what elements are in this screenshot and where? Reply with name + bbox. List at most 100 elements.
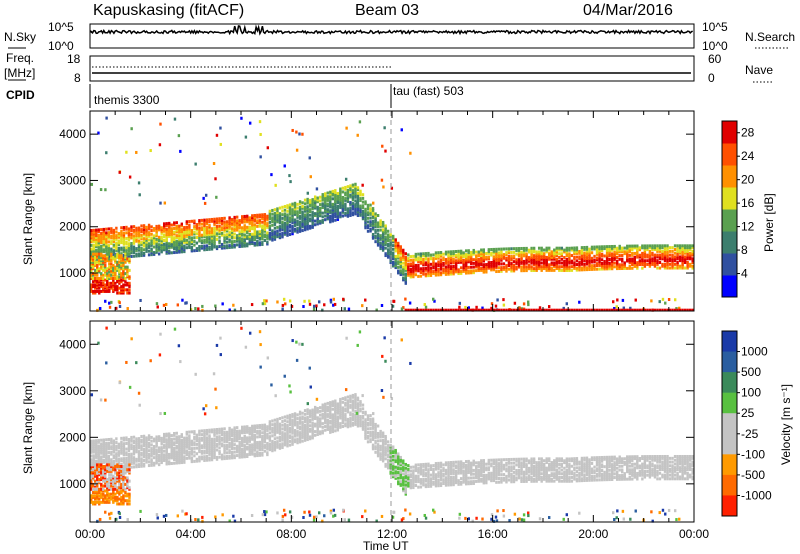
power-cell bbox=[346, 207, 350, 211]
power-cell bbox=[256, 230, 259, 234]
power-cell bbox=[530, 259, 533, 263]
power-cell bbox=[532, 268, 536, 272]
velocity-cell bbox=[145, 451, 148, 455]
velocity-cell bbox=[243, 429, 246, 433]
power-cell bbox=[520, 267, 523, 271]
power-cell bbox=[326, 213, 329, 217]
power-cell bbox=[641, 262, 644, 266]
velocity-cell bbox=[145, 455, 148, 458]
power-cell bbox=[114, 265, 117, 269]
power-cell bbox=[303, 222, 307, 226]
velocity-cell bbox=[258, 431, 262, 435]
velocity-cell bbox=[178, 438, 181, 442]
power-cell bbox=[160, 241, 163, 245]
power-cell bbox=[105, 227, 108, 231]
power-cell bbox=[626, 244, 629, 248]
power-cell bbox=[105, 235, 108, 239]
power-cell bbox=[683, 255, 687, 259]
power-cell bbox=[120, 233, 123, 237]
power-cell bbox=[686, 264, 689, 268]
power-cell bbox=[434, 308, 438, 311]
power-cell bbox=[371, 225, 375, 229]
power-cell bbox=[256, 221, 259, 225]
power-cell bbox=[248, 227, 251, 231]
velocity-cell bbox=[162, 432, 166, 436]
power-cell bbox=[359, 189, 362, 193]
power-cell bbox=[595, 308, 599, 311]
power-cell bbox=[480, 267, 483, 271]
power-cell bbox=[195, 223, 199, 227]
power-cell bbox=[427, 263, 430, 267]
power-cell bbox=[126, 257, 129, 261]
power-cell bbox=[218, 228, 221, 232]
velocity-cell bbox=[135, 459, 138, 463]
power-cell bbox=[306, 225, 309, 229]
velocity-cell bbox=[301, 434, 304, 438]
velocity-cell bbox=[92, 443, 95, 447]
power-cell bbox=[180, 231, 183, 235]
power-cell bbox=[565, 254, 569, 258]
velocity-cell bbox=[258, 424, 262, 428]
velocity-cell bbox=[223, 457, 226, 461]
power-cell bbox=[470, 260, 473, 264]
power-cell bbox=[105, 244, 108, 248]
power-cell bbox=[256, 243, 259, 247]
power-cell bbox=[298, 205, 302, 209]
velocity-cell bbox=[168, 452, 171, 456]
power-cell bbox=[238, 245, 241, 249]
velocity-cell bbox=[127, 454, 131, 458]
power-cell bbox=[384, 235, 387, 239]
power-cell bbox=[120, 273, 123, 277]
power-cell bbox=[97, 241, 100, 245]
power-cell bbox=[230, 240, 234, 244]
velocity-cell bbox=[160, 438, 163, 442]
power-cell bbox=[512, 260, 516, 264]
power-cell bbox=[142, 233, 146, 237]
power-cell bbox=[208, 234, 211, 238]
power-cell bbox=[653, 244, 657, 248]
power-cell bbox=[510, 262, 513, 266]
power-cell bbox=[228, 221, 231, 225]
velocity-cell bbox=[271, 428, 274, 432]
power-cell bbox=[208, 236, 211, 240]
power-cell bbox=[303, 213, 307, 217]
velocity-cell bbox=[273, 444, 277, 448]
velocity-cell bbox=[218, 442, 221, 446]
power-cell bbox=[308, 156, 311, 160]
power-cell bbox=[376, 225, 380, 229]
power-cell bbox=[376, 236, 380, 240]
power-cell bbox=[563, 250, 566, 254]
power-cell bbox=[386, 251, 390, 255]
velocity-cell bbox=[273, 431, 277, 435]
power-cell bbox=[439, 252, 443, 256]
power-cell bbox=[641, 308, 644, 311]
power-cell bbox=[256, 232, 259, 236]
power-cell bbox=[243, 214, 246, 218]
power-cell bbox=[122, 270, 125, 274]
velocity-cell bbox=[110, 458, 113, 462]
power-cell bbox=[686, 262, 689, 266]
velocity-cell bbox=[306, 421, 309, 425]
velocity-cell bbox=[341, 397, 345, 401]
power-cell bbox=[507, 256, 511, 260]
power-cell bbox=[190, 236, 194, 240]
velocity-cell bbox=[331, 402, 334, 406]
power-cell bbox=[115, 243, 118, 247]
power-cell bbox=[173, 247, 176, 251]
power-cell bbox=[210, 217, 214, 221]
power-cell bbox=[452, 272, 455, 276]
velocity-cell bbox=[321, 431, 324, 435]
power-cell bbox=[152, 239, 156, 243]
power-cell bbox=[301, 201, 304, 205]
power-cell bbox=[409, 258, 413, 262]
velocity-cell bbox=[336, 419, 340, 423]
power-cell bbox=[356, 208, 360, 212]
power-cell bbox=[296, 223, 299, 227]
velocity-cell bbox=[175, 459, 178, 463]
power-cell bbox=[371, 212, 375, 216]
power-cell bbox=[92, 265, 95, 269]
velocity-cell bbox=[180, 451, 183, 455]
power-cell bbox=[92, 245, 95, 249]
velocity-cell bbox=[205, 430, 209, 434]
power-cell bbox=[530, 265, 533, 269]
